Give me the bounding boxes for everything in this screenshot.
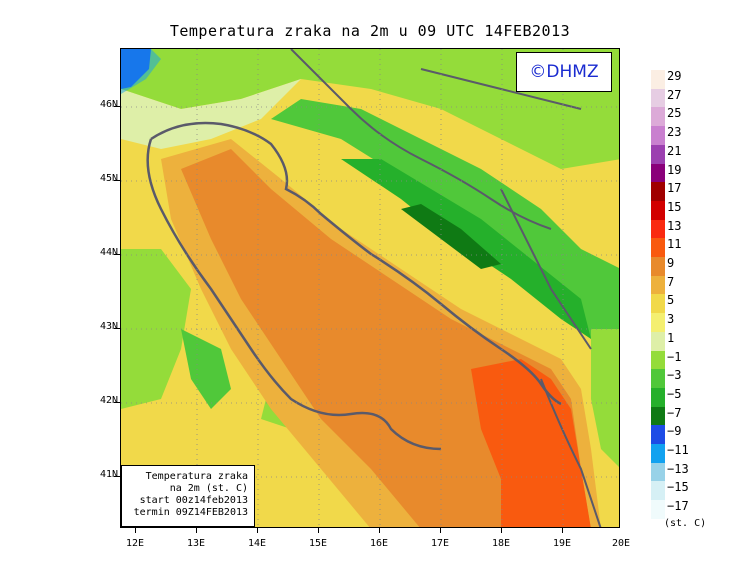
legend-swatch [651, 70, 665, 90]
legend-swatch [651, 350, 665, 370]
legend-swatch [651, 200, 665, 221]
lon-tick [135, 527, 136, 533]
info-line-2: na 2m (st. C) [169, 483, 248, 494]
legend-label: 7 [667, 274, 675, 289]
legend-swatch [651, 88, 665, 108]
legend-label: −9 [667, 424, 682, 439]
lat-tick [114, 254, 120, 255]
info-line-4: termin 09Z14FEB2013 [133, 507, 248, 518]
legend-swatch [651, 462, 665, 482]
lon-label-18e: 18E [491, 538, 511, 549]
legend-swatch [651, 387, 665, 408]
lat-label-46n: 46N [99, 99, 118, 110]
lon-label-12e: 12E [125, 538, 145, 549]
legend-label: −13 [667, 461, 689, 476]
legend-swatch [651, 313, 665, 333]
legend-label: 9 [667, 256, 675, 270]
lon-label-17e: 17E [430, 538, 450, 549]
lon-tick [257, 527, 258, 533]
legend-label: 13 [667, 218, 682, 233]
info-box: Temperatura zraka na 2m (st. C) start 00… [121, 465, 255, 527]
legend-swatch [651, 294, 665, 314]
lon-label-19e: 19E [552, 538, 572, 549]
lon-tick [318, 527, 319, 533]
legend-swatch [651, 425, 665, 445]
info-line-1: Temperatura zraka [145, 471, 248, 482]
lat-tick [114, 180, 120, 181]
legend-swatch [651, 481, 665, 501]
legend-label: 17 [667, 181, 682, 196]
lon-label-13e: 13E [186, 538, 206, 549]
legend-units: (st. C) [664, 518, 707, 529]
legend-label: −17 [667, 499, 689, 514]
temperature-map [120, 48, 620, 528]
lat-label-42n: 42N [99, 395, 118, 406]
legend-swatch [651, 144, 665, 164]
info-line-3: start 00z14feb2013 [139, 495, 248, 506]
lat-tick [114, 402, 120, 403]
legend-label: −1 [667, 349, 682, 364]
legend-swatch [651, 444, 665, 464]
legend-label: 25 [667, 106, 682, 121]
legend-label: 21 [667, 143, 682, 158]
legend-swatch [651, 182, 665, 202]
map-title: Temperatura zraka na 2m u 09 UTC 14FEB20… [169, 22, 571, 40]
lat-tick [114, 328, 120, 329]
legend-swatch [651, 238, 665, 258]
lon-label-16e: 16E [369, 538, 389, 549]
copyright-label: ©DHMZ [516, 52, 612, 92]
lon-tick [440, 527, 441, 533]
legend-swatch [651, 331, 665, 351]
lon-tick [379, 527, 380, 533]
legend-swatch [651, 406, 665, 426]
legend-swatch [651, 369, 665, 389]
legend-label: 11 [667, 237, 682, 252]
lat-label-43n: 43N [99, 321, 118, 332]
lat-label-44n: 44N [99, 247, 118, 258]
legend-label: −15 [667, 480, 689, 495]
lon-tick [501, 527, 502, 533]
lat-label-45n: 45N [99, 173, 118, 184]
lon-tick [196, 527, 197, 533]
legend-swatch [651, 163, 665, 183]
lat-label-41n: 41N [99, 469, 118, 480]
legend-swatch [651, 107, 665, 127]
legend-label: 19 [667, 162, 682, 177]
legend-swatch [651, 126, 665, 146]
legend-label: 29 [667, 69, 682, 83]
legend-label: 5 [667, 293, 675, 308]
legend-label: 1 [667, 330, 675, 345]
legend-swatch [651, 257, 665, 277]
legend-swatch [651, 500, 665, 520]
legend-label: −7 [667, 405, 682, 420]
lat-tick [114, 476, 120, 477]
lon-label-15e: 15E [308, 538, 328, 549]
lon-tick [562, 527, 563, 533]
lat-tick [114, 106, 120, 107]
temperature-field [121, 49, 619, 527]
legend-label: 3 [667, 312, 675, 327]
legend-label: −11 [667, 443, 689, 457]
legend-label: 27 [667, 87, 682, 102]
legend-swatch [651, 275, 665, 295]
legend-swatch [651, 219, 665, 239]
legend-label: −5 [667, 386, 682, 401]
lon-label-20e: 20E [611, 538, 631, 549]
lon-label-14e: 14E [247, 538, 267, 549]
legend-label: −3 [667, 368, 682, 383]
legend-label: 15 [667, 199, 682, 214]
legend-label: 23 [667, 125, 682, 140]
